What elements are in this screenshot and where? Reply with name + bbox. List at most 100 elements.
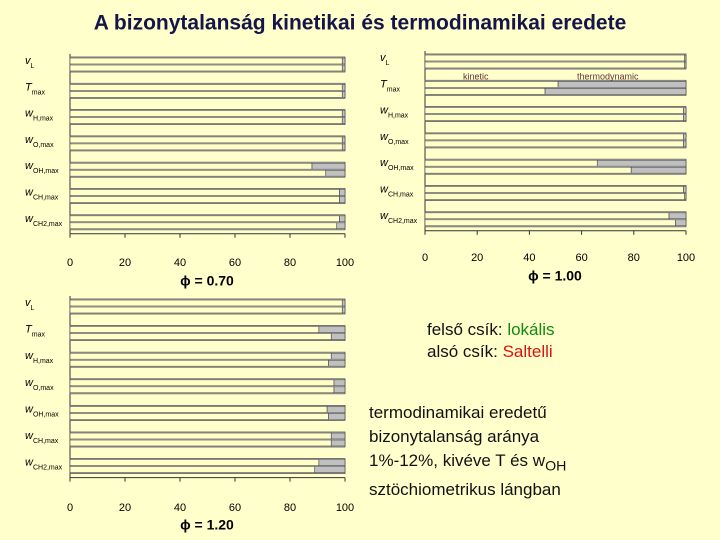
- category-sub: CH2,max: [33, 464, 63, 471]
- bar-segment: [675, 219, 687, 227]
- category-label: vL: [380, 52, 390, 67]
- x-tick-label: 40: [174, 257, 186, 269]
- chart-subtitle: ϕ = 1.00: [528, 268, 582, 284]
- bar-segment: [325, 169, 346, 177]
- category-label: vL: [25, 297, 35, 312]
- bar-segment: [684, 54, 687, 62]
- bar-segment: [69, 379, 335, 387]
- bar-segment: [683, 140, 687, 148]
- bar-segment: [69, 189, 340, 196]
- conclusion-line: bizonytalanság aránya: [369, 427, 540, 446]
- bar-segment: [341, 143, 346, 151]
- category-label: wCH2,max: [25, 457, 63, 472]
- x-tick-label: 80: [628, 252, 640, 264]
- bar-segment: [69, 215, 340, 223]
- bar-segment: [341, 84, 346, 91]
- bar-segment: [630, 166, 687, 174]
- bar-segment: [318, 459, 346, 466]
- category-main: w: [25, 403, 34, 415]
- bar-segment: [424, 133, 684, 141]
- category-label: Tmax: [25, 81, 45, 96]
- category-main: w: [380, 183, 389, 195]
- note-value: Saltelli: [502, 342, 553, 361]
- bar-segment: [424, 88, 546, 95]
- category-sub: H,max: [33, 115, 54, 122]
- bar-segment: [336, 222, 346, 230]
- chart-subtitle: ϕ = 1.20: [180, 517, 234, 533]
- category-sub: OH,max: [388, 165, 414, 172]
- bar-segment: [341, 299, 346, 307]
- bar-segment: [330, 439, 346, 447]
- category-label: wH,max: [380, 105, 409, 120]
- conclusion-line: sztöchiometrikus lángban: [369, 480, 561, 500]
- bar-segment: [596, 159, 687, 167]
- bar-segment: [328, 359, 346, 367]
- bar-segment: [424, 54, 685, 62]
- bar-segment: [314, 466, 346, 473]
- x-tick-label: 100: [677, 252, 695, 264]
- bar-segment: [330, 352, 346, 360]
- bar-segment: [69, 466, 316, 473]
- bar-segment: [341, 306, 346, 314]
- x-tick-label: 0: [422, 252, 428, 264]
- bar-segment: [333, 386, 346, 394]
- category-label: wH,max: [25, 108, 54, 123]
- bar-segment: [424, 212, 670, 220]
- category-sub: max: [32, 331, 46, 338]
- category-label: wCH,max: [25, 186, 59, 201]
- category-label: vL: [25, 55, 35, 70]
- x-tick-label: 40: [523, 252, 535, 264]
- bar-segment: [668, 212, 687, 220]
- bar-segment: [69, 352, 332, 360]
- bar-segment: [424, 166, 632, 174]
- category-main: w: [25, 350, 34, 362]
- category-sub: L: [31, 63, 35, 70]
- category-main: w: [380, 157, 389, 169]
- category-sub: OH,max: [33, 168, 59, 175]
- category-sub: L: [31, 305, 35, 312]
- category-sub: O,max: [33, 385, 54, 392]
- note-value: lokális: [507, 320, 555, 339]
- category-label: wCH2,max: [25, 213, 63, 228]
- bar-segment: [69, 439, 332, 447]
- category-label: Tmax: [380, 78, 400, 93]
- category-sub: L: [386, 60, 390, 67]
- category-main: T: [25, 324, 33, 336]
- bar-segment: [69, 306, 343, 314]
- category-label: wO,max: [25, 134, 54, 149]
- bar-segment: [69, 326, 320, 333]
- chart-subtitle: ϕ = 0.70: [180, 273, 234, 289]
- bar-segment: [341, 117, 346, 124]
- x-tick-label: 80: [284, 257, 296, 269]
- x-tick-label: 100: [336, 502, 354, 514]
- bar-segment: [69, 57, 343, 65]
- bar-segment: [339, 189, 346, 196]
- category-main: w: [380, 105, 389, 117]
- category-main: T: [25, 81, 33, 93]
- category-sub: H,max: [388, 112, 409, 119]
- note-label: felső csík:: [427, 320, 508, 339]
- bar-segment: [339, 215, 346, 223]
- bar-segment: [69, 459, 320, 466]
- bar-segment: [69, 91, 343, 98]
- category-sub: CH2,max: [388, 218, 418, 225]
- x-tick-label: 60: [575, 252, 587, 264]
- conclusion-line: 1%-12%, kivéve T és wOH: [369, 449, 566, 478]
- category-main: w: [25, 377, 34, 389]
- bar-segment: [333, 379, 346, 387]
- bar-segment: [424, 61, 685, 69]
- category-sub: OH,max: [33, 411, 59, 418]
- note-label: alsó csík:: [427, 342, 503, 361]
- bar-segment: [69, 162, 313, 170]
- bar-segment: [424, 193, 685, 200]
- category-sub: CH,max: [388, 191, 414, 198]
- category-label: wO,max: [25, 377, 54, 392]
- bar-segment: [684, 193, 687, 200]
- bar-segment: [328, 413, 346, 420]
- legend-label: kinetic: [463, 71, 489, 81]
- bar-segment: [69, 406, 328, 413]
- bar-segment: [684, 61, 687, 69]
- x-tick-label: 60: [229, 257, 241, 269]
- category-label: wCH,max: [380, 183, 414, 198]
- x-tick-label: 0: [67, 257, 73, 269]
